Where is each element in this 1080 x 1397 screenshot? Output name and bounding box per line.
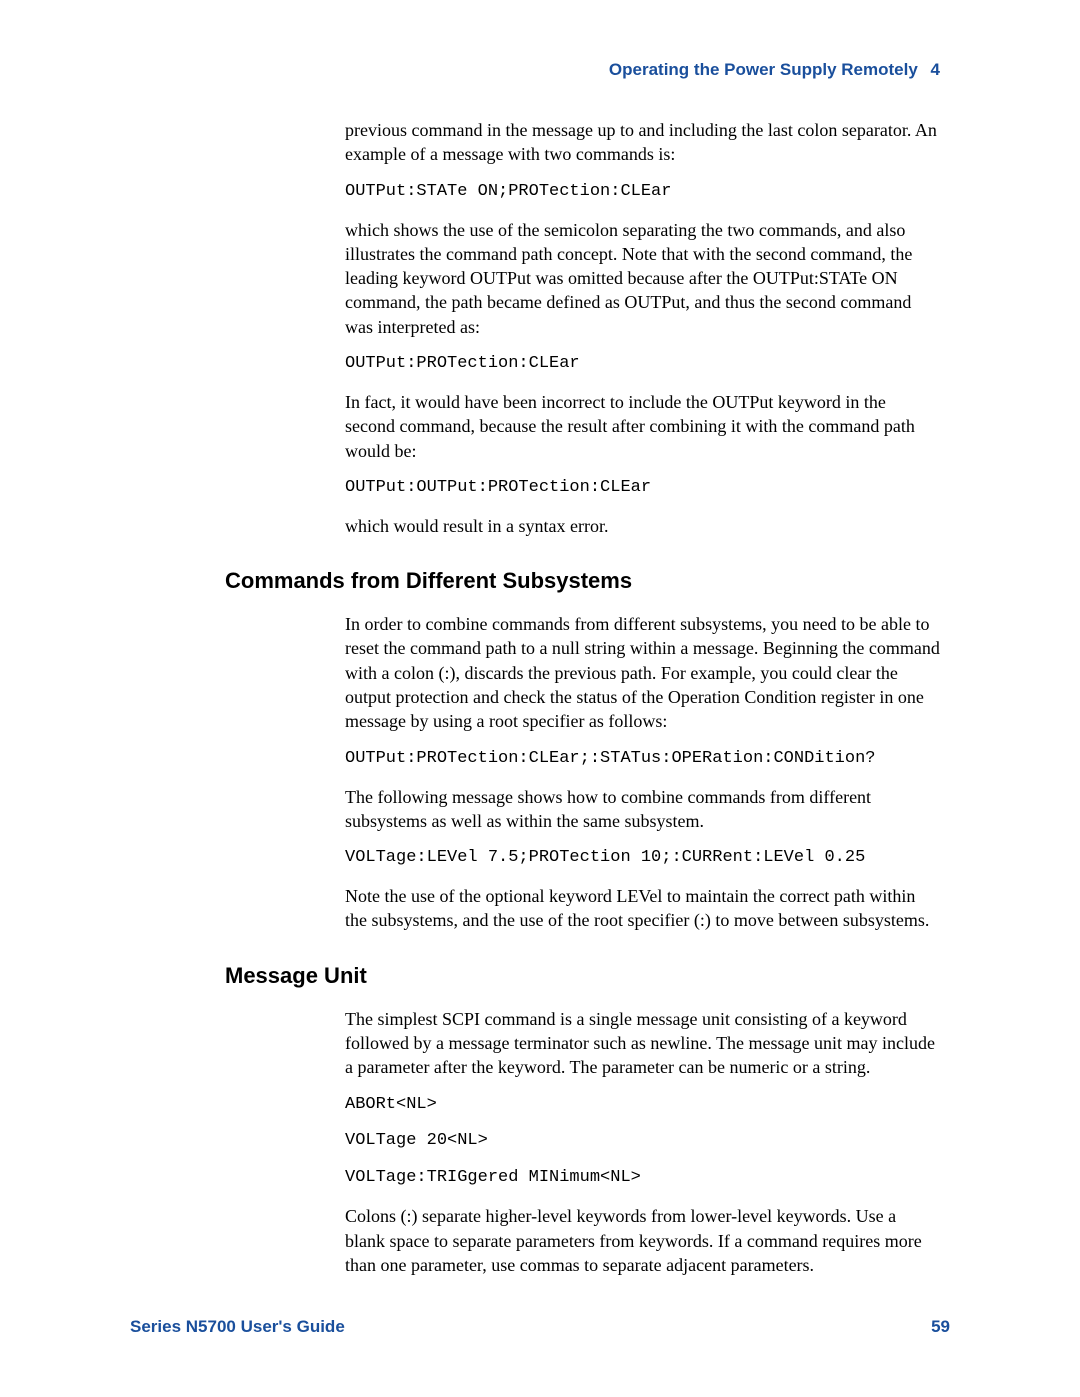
paragraph: In fact, it would have been incorrect to…	[345, 390, 940, 463]
paragraph: The following message shows how to combi…	[345, 785, 940, 834]
code-line: OUTPut:PROTection:CLEar;:STATus:OPERatio…	[345, 748, 940, 771]
content-block-1: previous command in the message up to an…	[345, 118, 940, 538]
section-heading-subsystems: Commands from Different Subsystems	[225, 568, 950, 594]
footer-page-number: 59	[931, 1317, 950, 1337]
footer-guide-title: Series N5700 User's Guide	[130, 1317, 345, 1337]
content-block-2: In order to combine commands from differ…	[345, 612, 940, 933]
paragraph: In order to combine commands from differ…	[345, 612, 940, 733]
code-line: VOLTage 20<NL>	[345, 1130, 940, 1153]
code-line: VOLTage:LEVel 7.5;PROTection 10;:CURRent…	[345, 847, 940, 870]
content-block-3: The simplest SCPI command is a single me…	[345, 1007, 940, 1278]
code-line: OUTPut:OUTPut:PROTection:CLEar	[345, 477, 940, 500]
page-header: Operating the Power Supply Remotely 4	[130, 60, 950, 80]
code-line: ABORt<NL>	[345, 1094, 940, 1117]
code-line: VOLTage:TRIGgered MINimum<NL>	[345, 1167, 940, 1190]
header-chapter-number: 4	[931, 60, 940, 79]
paragraph: previous command in the message up to an…	[345, 118, 940, 167]
paragraph: Note the use of the optional keyword LEV…	[345, 884, 940, 933]
code-line: OUTPut:PROTection:CLEar	[345, 353, 940, 376]
section-heading-message-unit: Message Unit	[225, 963, 950, 989]
paragraph: which would result in a syntax error.	[345, 514, 940, 538]
page-footer: Series N5700 User's Guide 59	[130, 1317, 950, 1337]
paragraph: which shows the use of the semicolon sep…	[345, 218, 940, 339]
code-line: OUTPut:STATe ON;PROTection:CLEar	[345, 181, 940, 204]
paragraph: Colons (:) separate higher-level keyword…	[345, 1204, 940, 1277]
paragraph: The simplest SCPI command is a single me…	[345, 1007, 940, 1080]
header-title: Operating the Power Supply Remotely	[609, 60, 918, 79]
